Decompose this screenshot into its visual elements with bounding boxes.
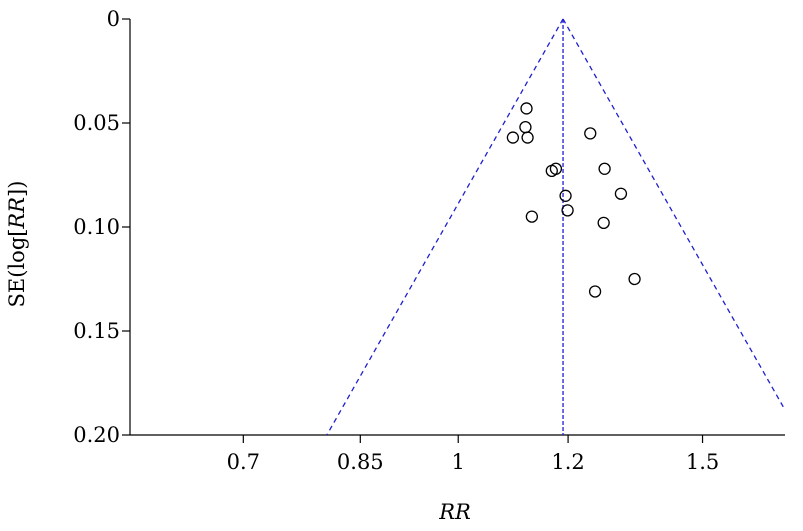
- y-axis-title: SE(log[RR]): [5, 181, 29, 308]
- y-tick-label: 0.15: [73, 319, 120, 343]
- study-point: [588, 285, 602, 298]
- y-axis-title-rr: RR: [5, 197, 29, 230]
- study-point: [549, 162, 563, 175]
- y-axis-title-prefix: SE(log[: [5, 229, 29, 308]
- study-point: [628, 272, 641, 286]
- y-tick-label: 0: [107, 7, 120, 31]
- study-point: [520, 102, 533, 115]
- study-point: [614, 187, 628, 200]
- y-tick-label: 0.20: [73, 423, 120, 447]
- study-point: [521, 131, 534, 144]
- y-tick-label: 0.05: [73, 111, 120, 135]
- x-tick-label: 0.85: [337, 450, 384, 474]
- study-point: [561, 204, 574, 217]
- funnel-left-line: [326, 18, 564, 436]
- study-point: [598, 162, 611, 175]
- study-point: [559, 189, 572, 202]
- y-axis-ticks: 0 0.05 0.10 0.15 0.20: [73, 7, 130, 447]
- x-axis-ticks: 0.7 0.85 1 1.2 1.5: [227, 435, 719, 474]
- funnel-right-line: [562, 18, 786, 411]
- x-tick-label: 1.2: [551, 450, 584, 474]
- x-tick-label: 1: [452, 450, 465, 474]
- study-point: [519, 121, 532, 134]
- axes: [129, 19, 785, 436]
- study-point: [525, 210, 539, 223]
- x-tick-label: 0.7: [227, 450, 260, 474]
- study-point: [584, 127, 597, 140]
- y-axis-title-suffix: ]): [5, 181, 29, 197]
- study-point: [506, 131, 520, 144]
- study-point: [597, 216, 610, 229]
- y-tick-label: 0.10: [73, 215, 120, 239]
- study-points: [506, 102, 641, 298]
- x-axis-title: RR: [438, 500, 471, 524]
- funnel-lines: [326, 18, 786, 436]
- x-tick-label: 1.5: [686, 450, 719, 474]
